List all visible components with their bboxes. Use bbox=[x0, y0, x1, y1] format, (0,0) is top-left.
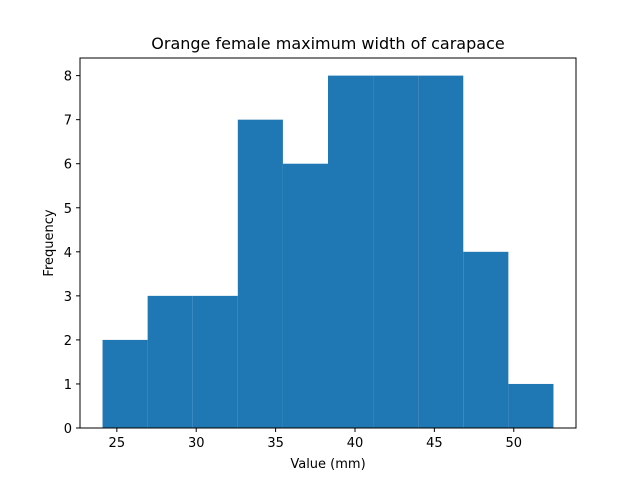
x-tick-label: 50 bbox=[505, 436, 522, 451]
x-tick-label: 40 bbox=[347, 436, 364, 451]
x-axis-label: Value (mm) bbox=[290, 457, 365, 472]
histogram-bar-5 bbox=[282, 163, 328, 428]
x-tick-label: 35 bbox=[267, 436, 284, 451]
histogram-bar-9 bbox=[463, 251, 509, 428]
y-tick-label: 4 bbox=[64, 246, 72, 261]
y-tick-label: 5 bbox=[64, 202, 72, 217]
x-tick-label: 25 bbox=[109, 436, 126, 451]
histogram-bar-2 bbox=[147, 295, 193, 428]
y-tick-label: 8 bbox=[64, 70, 72, 85]
x-tick-label: 45 bbox=[426, 436, 443, 451]
y-tick-label: 2 bbox=[64, 334, 72, 349]
y-tick-label: 3 bbox=[64, 290, 72, 305]
y-tick-label: 6 bbox=[64, 158, 72, 173]
y-axis: 0 1 2 3 4 5 6 7 8 bbox=[64, 70, 80, 437]
histogram-bar-6 bbox=[328, 75, 374, 428]
histogram-bar-4 bbox=[237, 119, 283, 429]
histogram-bar-3 bbox=[192, 295, 238, 428]
y-tick-label: 1 bbox=[64, 378, 72, 393]
x-tick-label: 30 bbox=[188, 436, 205, 451]
histogram-bar-8 bbox=[418, 75, 464, 428]
y-tick-label: 0 bbox=[64, 422, 72, 437]
histogram-bar-10 bbox=[508, 383, 554, 428]
y-tick-label: 7 bbox=[64, 114, 72, 129]
histogram-bar-1 bbox=[102, 339, 148, 428]
y-axis-label: Frequency bbox=[42, 209, 57, 276]
x-axis: 25 30 35 40 45 50 bbox=[109, 428, 522, 451]
histogram-bar-7 bbox=[373, 75, 419, 428]
plot-frame bbox=[79, 57, 577, 429]
histogram-bars bbox=[102, 75, 554, 429]
chart-title: Orange female maximum width of carapace bbox=[151, 34, 504, 53]
